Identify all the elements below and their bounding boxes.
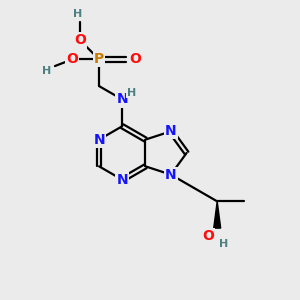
Polygon shape — [214, 201, 221, 228]
Text: H: H — [42, 66, 52, 76]
Text: P: P — [94, 52, 104, 66]
Text: N: N — [165, 124, 177, 138]
Text: O: O — [129, 52, 141, 66]
Text: N: N — [165, 168, 177, 182]
Text: O: O — [66, 52, 78, 66]
Text: H: H — [73, 9, 82, 19]
Text: N: N — [116, 92, 128, 106]
Text: O: O — [74, 33, 86, 47]
Text: H: H — [127, 88, 136, 98]
Text: H: H — [218, 239, 228, 249]
Text: N: N — [93, 133, 105, 147]
Text: N: N — [116, 173, 128, 187]
Text: O: O — [202, 229, 214, 243]
